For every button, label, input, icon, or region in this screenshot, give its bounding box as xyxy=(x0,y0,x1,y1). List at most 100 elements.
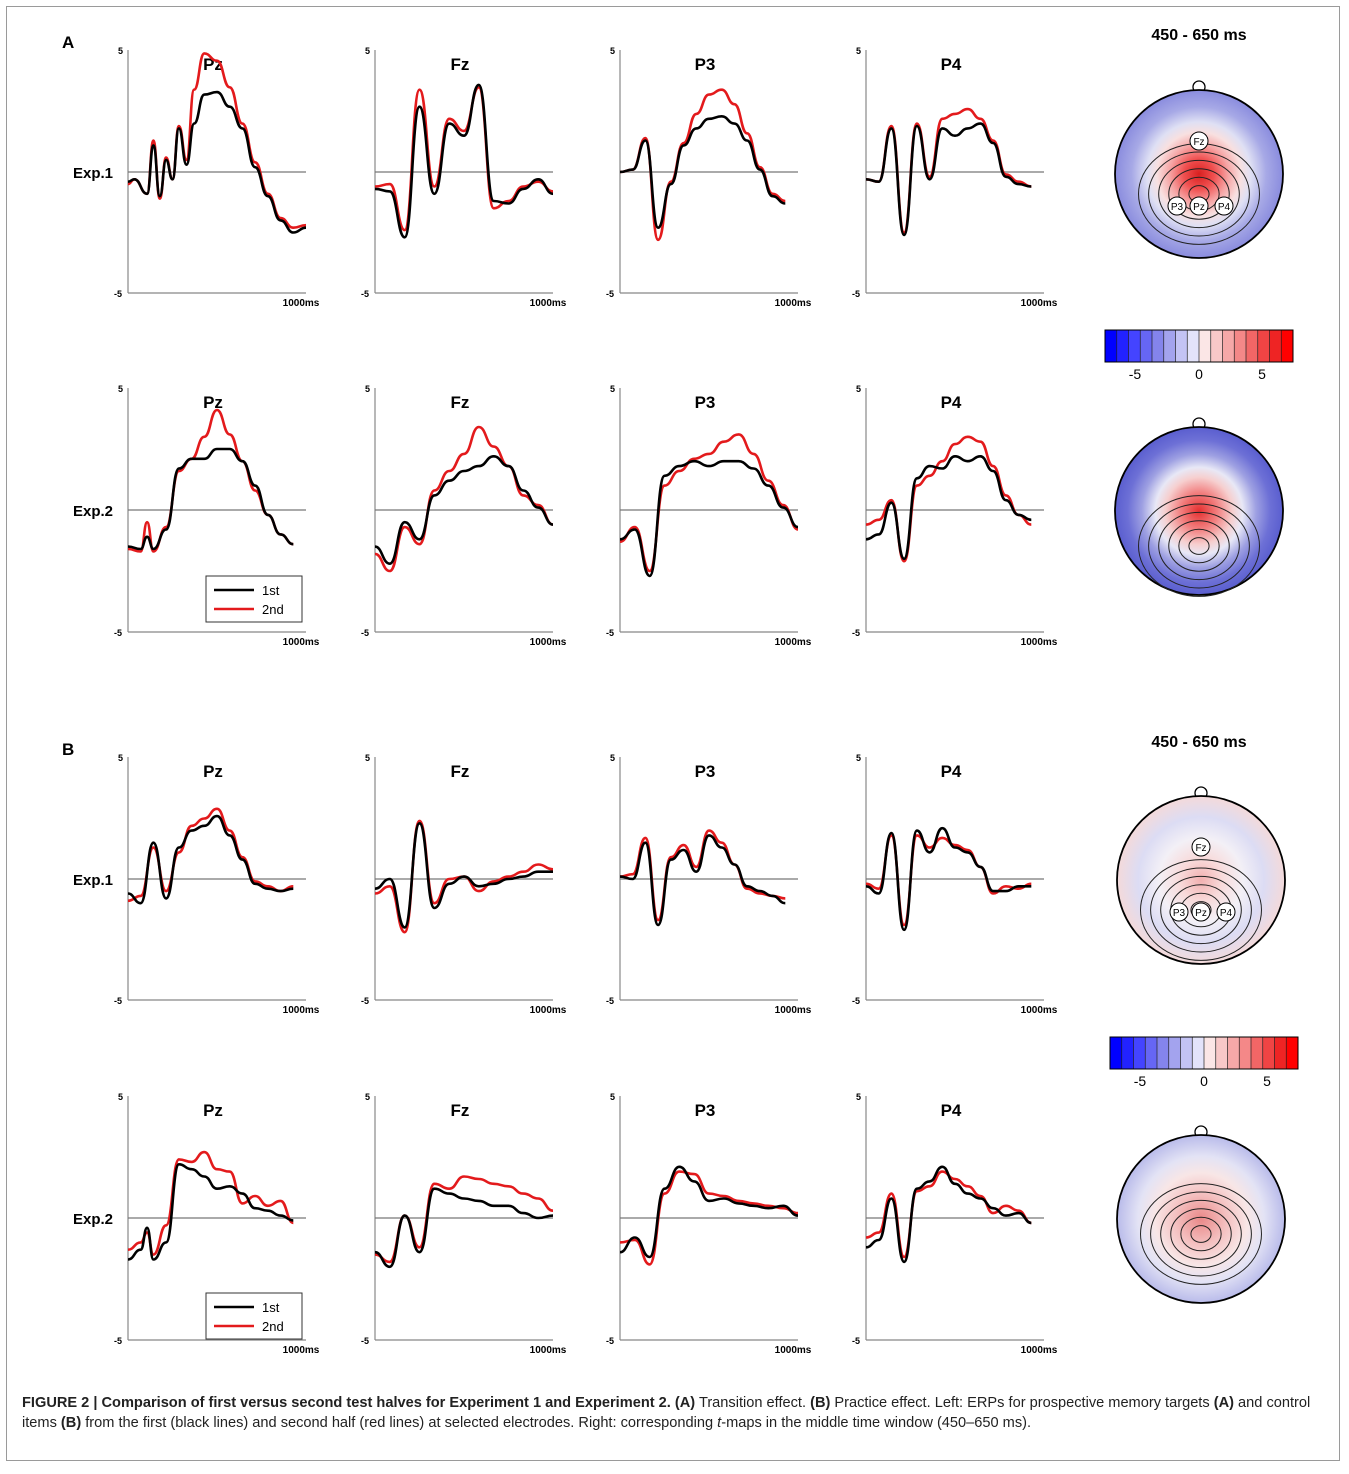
erp-plot-p3: 5 -5 1000ms P3 xyxy=(606,384,812,648)
electrode-label: P4 xyxy=(1220,908,1233,919)
caption-part-a-label: (A) xyxy=(674,1395,696,1411)
electrode-label: P3 xyxy=(1171,202,1184,213)
y-min-label: -5 xyxy=(852,996,860,1006)
colorbar-cell xyxy=(1128,330,1141,362)
caption-part-b-label: (B) xyxy=(810,1395,831,1411)
colorbar-cell xyxy=(1105,330,1118,362)
colorbar-cell xyxy=(1121,1037,1134,1069)
colorbar-cell xyxy=(1262,1037,1275,1069)
colorbar-tick-label: -5 xyxy=(1129,366,1142,382)
caption-lead: FIGURE 2 | Comparison of first versus se… xyxy=(22,1395,671,1411)
y-min-label: -5 xyxy=(361,996,369,1006)
colorbar-cell xyxy=(1199,330,1212,362)
caption-b-ref: (B) xyxy=(60,1415,82,1431)
electrode-title: P3 xyxy=(695,55,716,74)
row-label: Exp.1 xyxy=(73,165,113,182)
panel-a: A 450 - 650 ms Exp.1 5 -5 1000ms Pz 5 -5 1000ms Fz… xyxy=(62,27,1247,648)
erp-plot-p4: 5 -5 1000ms P4 xyxy=(852,753,1058,1016)
erp-plot-fz: 5 -5 1000ms Fz xyxy=(361,1092,567,1356)
contour-line xyxy=(1158,159,1240,229)
erp-plot-fz: 5 -5 1000ms Fz xyxy=(361,753,567,1016)
colorbar-cell xyxy=(1204,1037,1217,1069)
colorbar-cell xyxy=(1133,1037,1146,1069)
contour-line xyxy=(1168,520,1230,572)
caption-rest-text: from the first (black lines) and second … xyxy=(81,1415,718,1431)
colorbar-tick-label: 0 xyxy=(1200,1073,1208,1089)
contour-line xyxy=(1180,1216,1222,1252)
erp-plot-pz: 5 -5 1000ms Pz xyxy=(114,753,320,1016)
caption-part-b-text: Practice effect. Left: ERPs for prospect… xyxy=(830,1395,1214,1411)
electrode-title: Pz xyxy=(203,393,223,412)
y-min-label: -5 xyxy=(606,996,614,1006)
y-max-label: 5 xyxy=(118,753,123,763)
electrode-title: P4 xyxy=(941,762,962,781)
electrode-title: Fz xyxy=(451,762,470,781)
colorbar-tick-label: 0 xyxy=(1195,366,1203,382)
electrode-marker xyxy=(1189,196,1209,216)
electrode-marker xyxy=(1191,837,1211,857)
row-label: Exp.2 xyxy=(73,503,113,520)
legend-label-1st: 1st xyxy=(262,1300,280,1315)
y-min-label: -5 xyxy=(361,289,369,299)
series-line-1st xyxy=(127,447,294,551)
electrode-title: Fz xyxy=(451,1101,470,1120)
electrode-label: P3 xyxy=(1173,908,1186,919)
y-min-label: -5 xyxy=(852,1336,860,1346)
colorbar-tick-label: -5 xyxy=(1134,1073,1147,1089)
contour-line xyxy=(1148,151,1250,237)
erp-plot-fz: 5 -5 1000ms Fz xyxy=(361,46,567,309)
series-line-1st xyxy=(619,834,786,927)
contour-line xyxy=(1168,168,1230,220)
x-end-label: 1000ms xyxy=(283,1345,320,1356)
electrode-marker xyxy=(1214,196,1234,216)
electrode-title: P3 xyxy=(695,393,716,412)
electrode-title: Fz xyxy=(451,393,470,412)
y-max-label: 5 xyxy=(610,384,615,394)
x-end-label: 1000ms xyxy=(1021,637,1058,648)
series-line-1st xyxy=(865,826,1032,932)
y-max-label: 5 xyxy=(365,384,370,394)
y-max-label: 5 xyxy=(610,46,615,56)
x-end-label: 1000ms xyxy=(530,1345,567,1356)
contour-line xyxy=(1148,503,1250,589)
series-line-2nd xyxy=(127,52,307,229)
electrode-title: P3 xyxy=(695,762,716,781)
series-line-1st xyxy=(865,455,1032,561)
contour-line xyxy=(1138,495,1260,597)
figure-frame xyxy=(6,6,1340,1461)
colorbar-cell xyxy=(1274,1037,1287,1069)
electrode-label: Pz xyxy=(1195,908,1207,919)
x-end-label: 1000ms xyxy=(283,637,320,648)
figure-caption: FIGURE 2 | Comparison of first versus se… xyxy=(22,1393,1327,1433)
electrode-label: P4 xyxy=(1218,202,1231,213)
y-max-label: 5 xyxy=(118,46,123,56)
series-line-1st xyxy=(619,459,799,578)
panel-label: A xyxy=(62,33,74,52)
series-line-2nd xyxy=(865,834,1032,927)
contour-line xyxy=(1188,537,1210,555)
topomap-b-exp2 xyxy=(1116,1125,1286,1304)
y-max-label: 5 xyxy=(610,753,615,763)
colorbar-cell xyxy=(1215,1037,1228,1069)
colorbar-cell xyxy=(1145,1037,1158,1069)
y-min-label: -5 xyxy=(114,289,122,299)
caption-a-ref: (A) xyxy=(1213,1395,1234,1411)
series-line-2nd xyxy=(127,807,294,903)
colorbar-cell xyxy=(1175,330,1188,362)
series-line-2nd xyxy=(127,1150,294,1256)
contour-line xyxy=(1178,528,1220,564)
x-end-label: 1000ms xyxy=(1021,298,1058,309)
x-end-label: 1000ms xyxy=(775,637,812,648)
figure-canvas: A 450 - 650 ms Exp.1 5 -5 1000ms Pz 5 -5 1000ms Fz… xyxy=(62,27,1299,1356)
series-line-1st xyxy=(374,1187,554,1269)
colorbar-cell xyxy=(1163,330,1176,362)
y-min-label: -5 xyxy=(606,289,614,299)
y-max-label: 5 xyxy=(610,1092,615,1102)
x-end-label: 1000ms xyxy=(775,1345,812,1356)
electrode-marker xyxy=(1167,196,1187,216)
colorbar-cell xyxy=(1251,1037,1264,1069)
erp-plot-pz: 5 -5 1000ms Pz xyxy=(114,384,320,648)
series-line-2nd xyxy=(127,408,294,553)
x-end-label: 1000ms xyxy=(775,298,812,309)
